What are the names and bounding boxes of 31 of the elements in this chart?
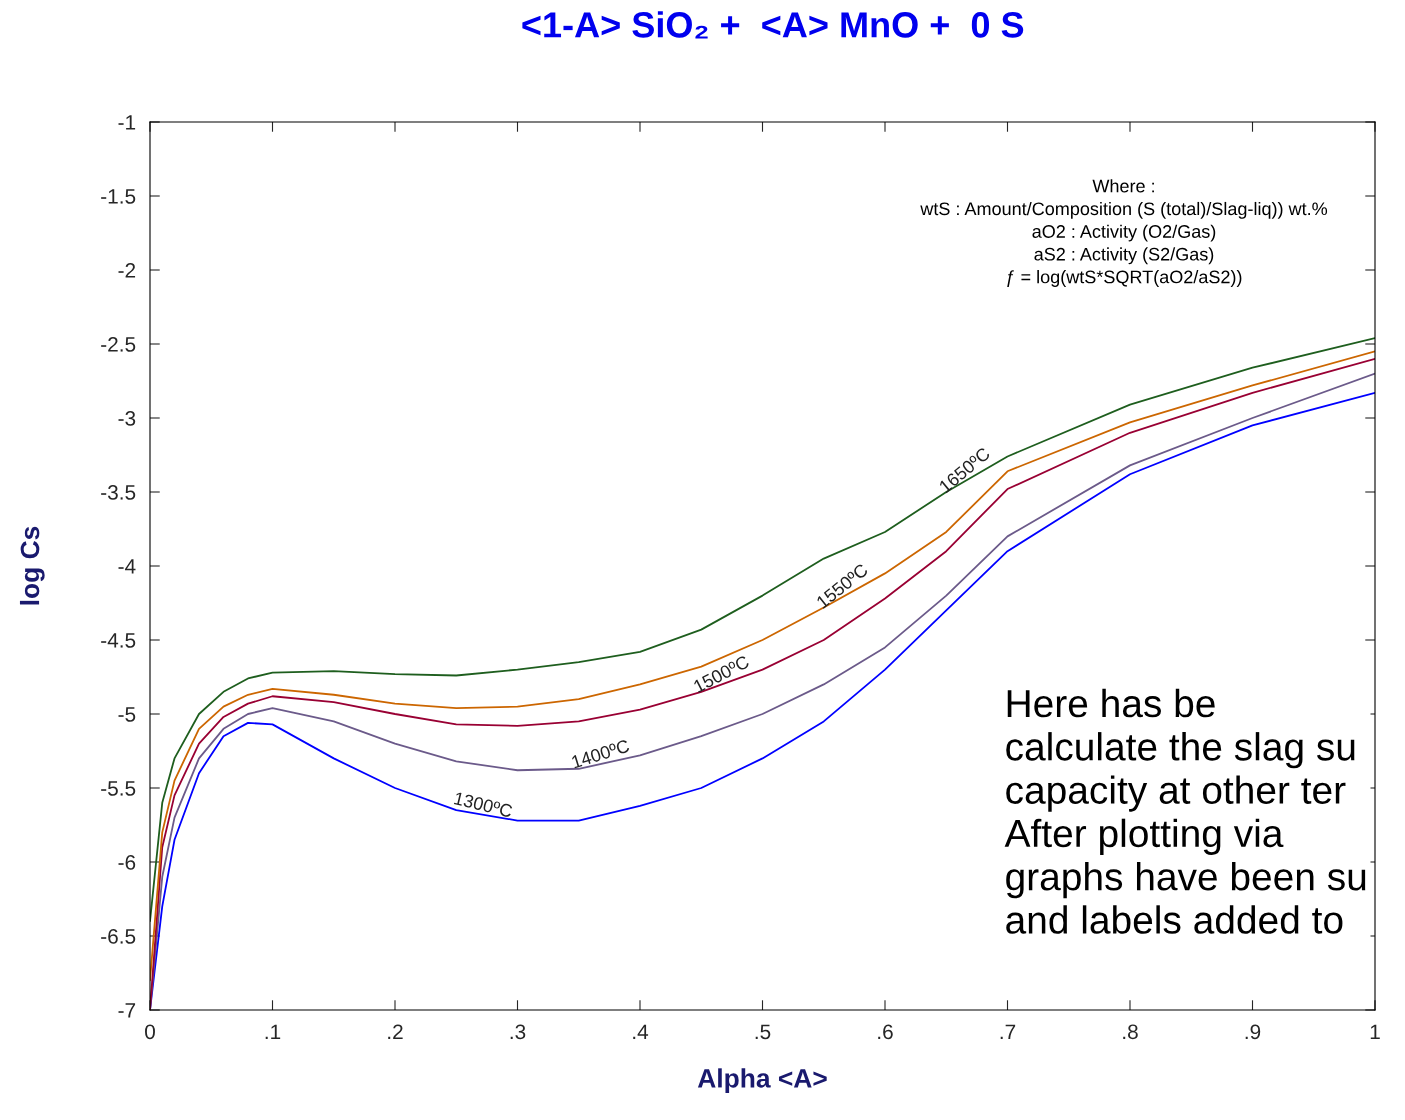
- x-tick-label: 0: [145, 1024, 155, 1040]
- y-tick-label: -2.5: [101, 337, 136, 352]
- y-tick-label: -7: [118, 1003, 136, 1018]
- y-tick-label: -1.5: [101, 189, 136, 204]
- annotation: Here has be calculate the slag su capacity at other ter After plotting via graphs have been su and labels added to: [1004, 688, 1366, 934]
- x-tick-label: 1: [1370, 1024, 1380, 1039]
- y-tick-label: -5.5: [101, 781, 136, 796]
- x-tick-label: .5: [755, 1024, 771, 1040]
- x-tick-label: .1: [265, 1024, 281, 1039]
- x-tick-label: .8: [1123, 1024, 1138, 1040]
- y-tick-label: -6: [118, 855, 136, 870]
- chart-title: <1-A> SiO₂ + <A> MnO + 0 S: [522, 11, 1024, 39]
- x-tick-label: .6: [878, 1024, 893, 1040]
- x-axis-title: Alpha <A>: [697, 1068, 827, 1093]
- x-tick-label: .3: [510, 1024, 526, 1040]
- text: 1400ºC: [571, 739, 631, 769]
- y-tick-label: -4: [118, 559, 136, 574]
- y-tick-label: -5: [118, 707, 136, 722]
- y-tick-label: -2: [118, 263, 136, 278]
- y-tick-label: -3: [118, 411, 136, 426]
- y-axis-title: log Cs: [19, 526, 45, 605]
- x-tick-label: .4: [633, 1024, 649, 1039]
- x-tick-label: .9: [1245, 1024, 1261, 1040]
- y-tick-label: -1: [118, 115, 136, 130]
- annotation: Where : wtS : Amount/Composition (S (total)/Slag-liq)) wt.% aO2 : Activity (O2/Gas) aS2 : Activity (S2/Gas) ƒ = log(wtS*SQRT(aO2/aS2)): [920, 179, 1328, 287]
- x-tick-label: .7: [1000, 1024, 1016, 1039]
- y-tick-label: -3.5: [101, 485, 136, 500]
- y-tick-label: -6.5: [101, 929, 136, 944]
- text: 1300ºC: [453, 791, 514, 818]
- y-tick-label: -4.5: [101, 633, 136, 648]
- x-tick-label: .2: [388, 1024, 403, 1039]
